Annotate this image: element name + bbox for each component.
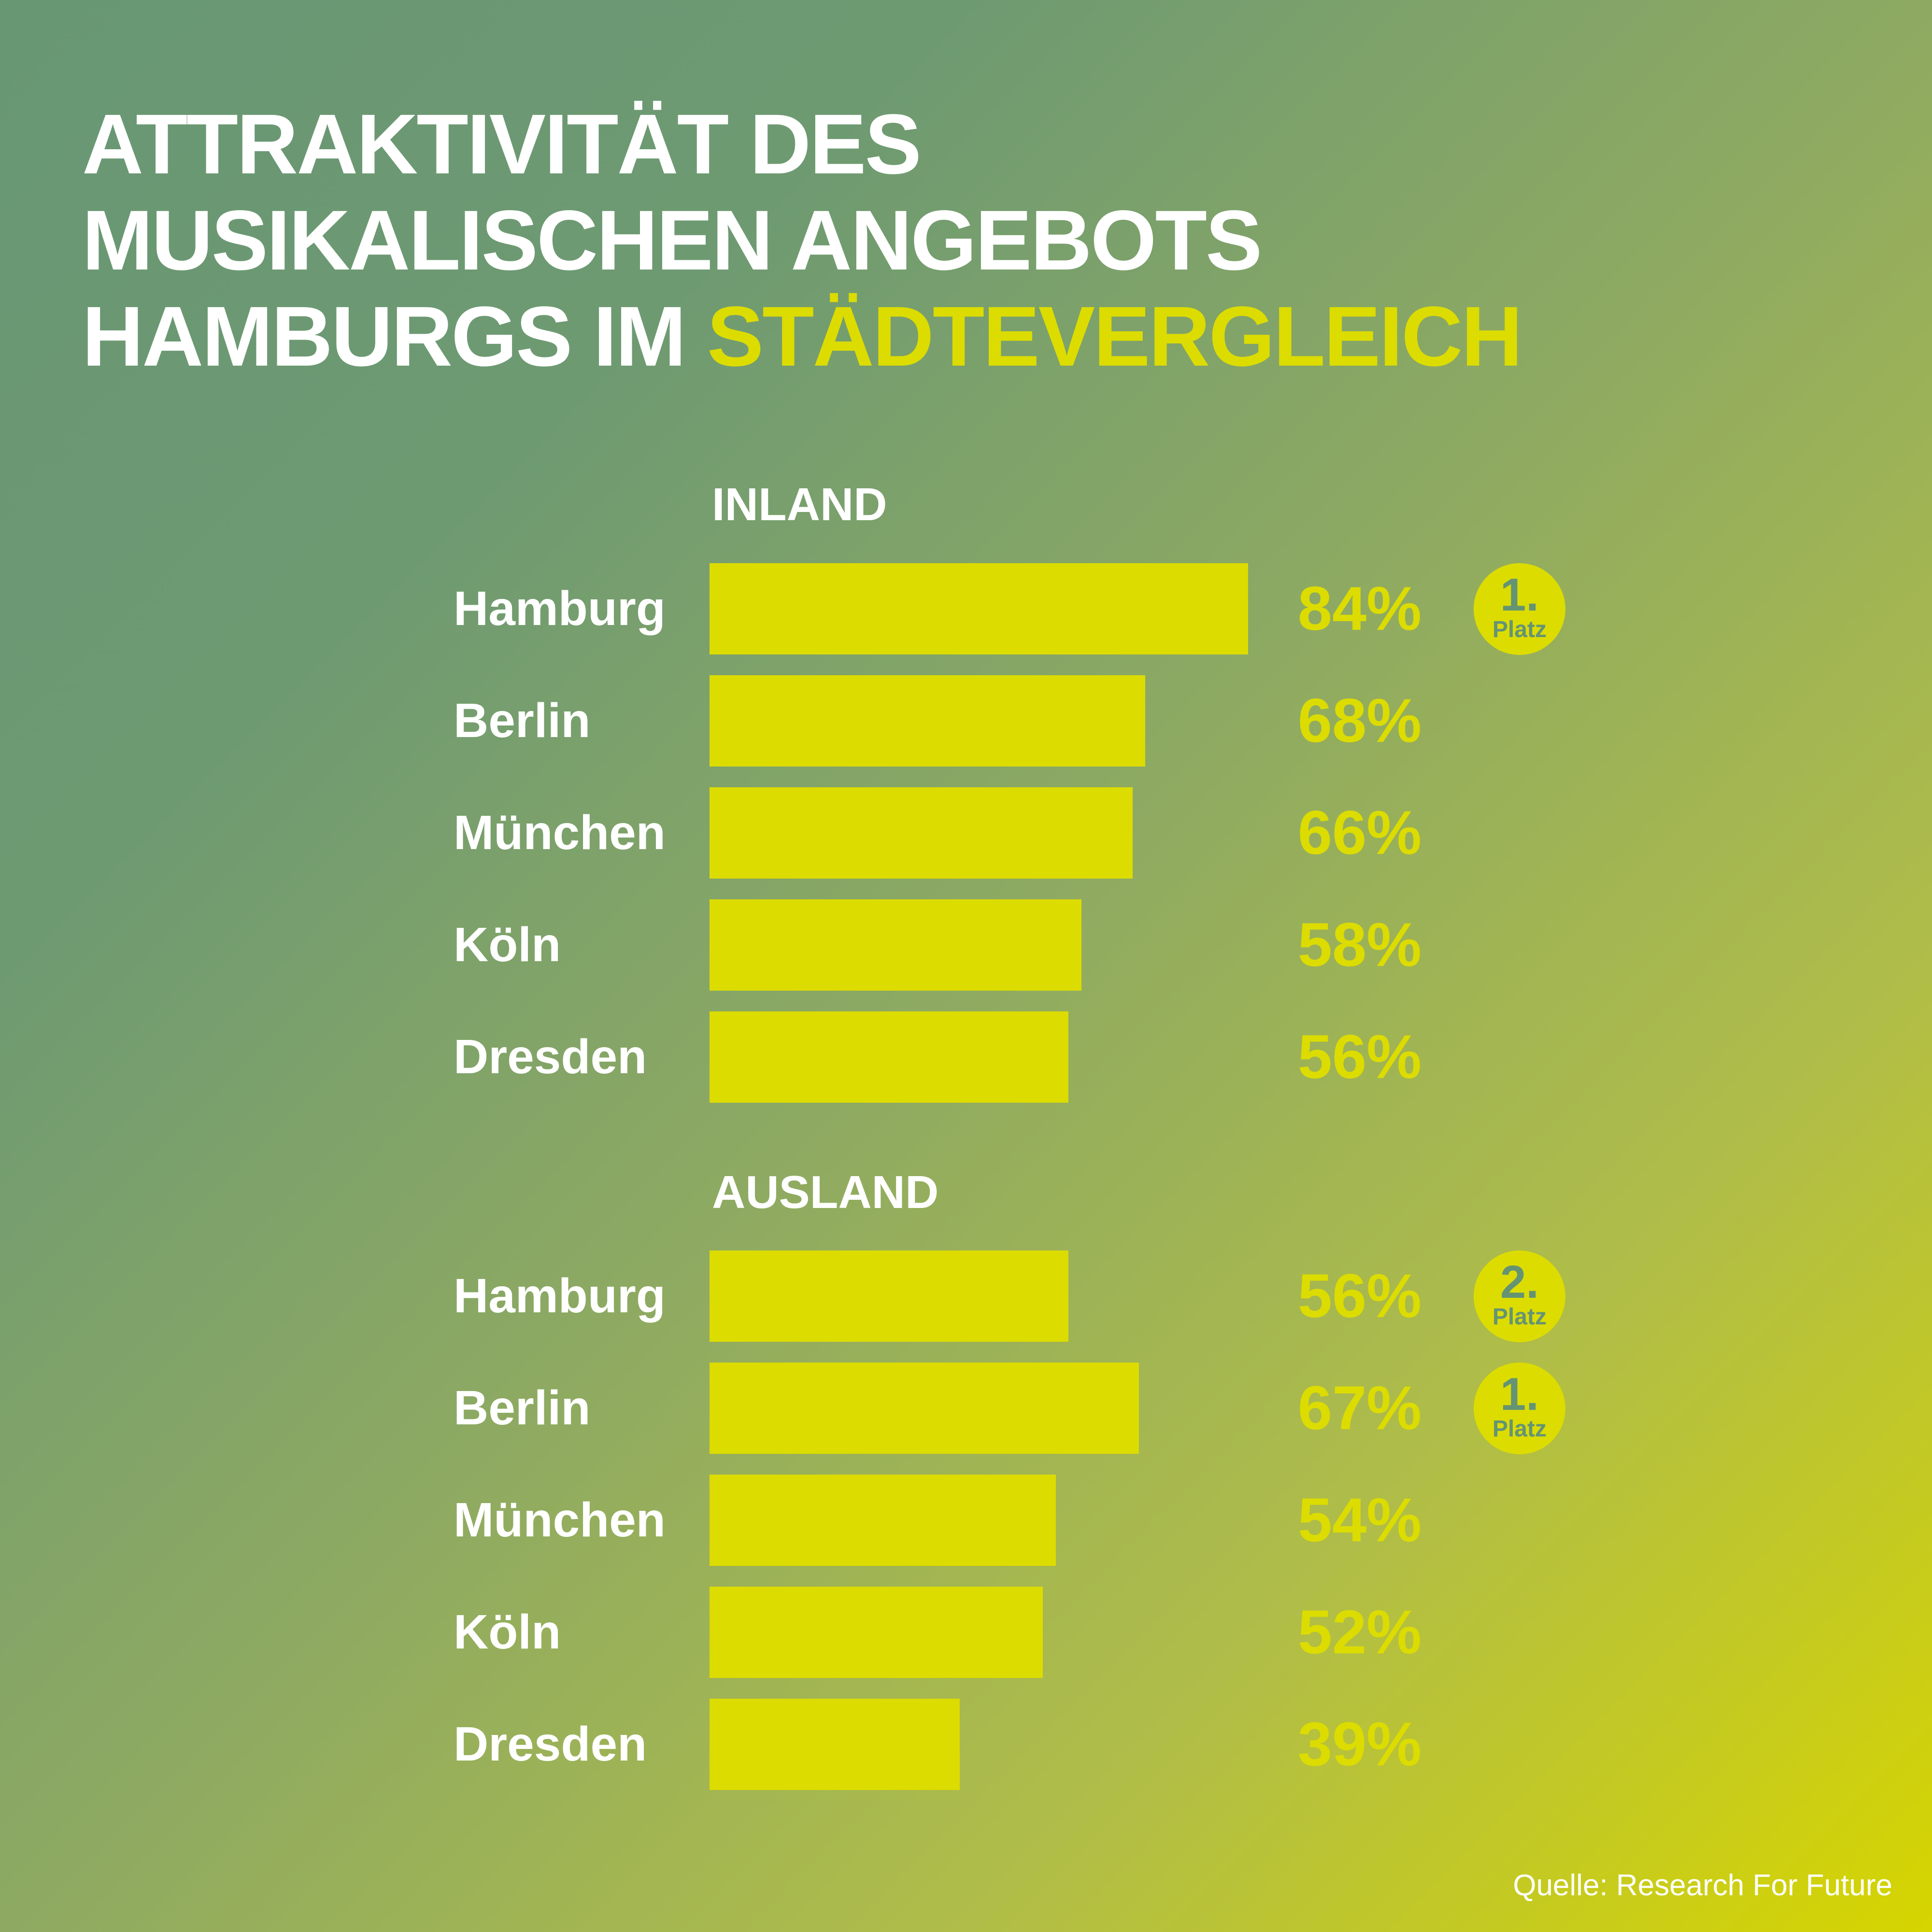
bar bbox=[710, 1011, 1069, 1103]
bar bbox=[710, 1699, 960, 1790]
value-label: 54% bbox=[1297, 1486, 1422, 1555]
badge-text: Platz bbox=[1492, 617, 1547, 642]
value-label: 66% bbox=[1297, 798, 1422, 867]
bar bbox=[710, 675, 1146, 767]
title-line-3-prefix: HAMBURGS IM bbox=[82, 289, 707, 384]
badge-rank: 1. bbox=[1500, 1368, 1539, 1420]
category-label: Berlin bbox=[454, 694, 591, 748]
section-heading: AUSLAND bbox=[712, 1166, 939, 1218]
bar bbox=[710, 1250, 1069, 1342]
bar bbox=[710, 1363, 1139, 1454]
badge-text: Platz bbox=[1492, 1304, 1547, 1330]
value-label: 39% bbox=[1297, 1710, 1422, 1779]
category-label: München bbox=[454, 1493, 666, 1547]
rank-badge: 1. Platz bbox=[1474, 1363, 1565, 1454]
value-label: 56% bbox=[1297, 1023, 1422, 1092]
category-label: München bbox=[454, 806, 666, 860]
category-label: Hamburg bbox=[454, 1269, 666, 1323]
badge-rank: 2. bbox=[1500, 1256, 1539, 1308]
rank-badge: 2. Platz bbox=[1474, 1250, 1565, 1342]
value-label: 52% bbox=[1297, 1598, 1422, 1667]
source-note: Quelle: Research For Future bbox=[1513, 1869, 1892, 1902]
badge-rank: 1. bbox=[1500, 569, 1539, 621]
title-line-2: MUSIKALISCHEN ANGEBOTS bbox=[82, 193, 1262, 288]
category-label: Berlin bbox=[454, 1381, 591, 1435]
badge-text: Platz bbox=[1492, 1416, 1547, 1442]
bar bbox=[710, 899, 1081, 991]
section-heading: INLAND bbox=[712, 479, 887, 530]
value-label: 56% bbox=[1297, 1262, 1422, 1331]
value-label: 58% bbox=[1297, 910, 1422, 980]
bar bbox=[710, 563, 1248, 654]
bar bbox=[710, 1475, 1056, 1566]
title-line-1: ATTRAKTIVITÄT DES bbox=[82, 97, 922, 192]
title-highlight: STÄDTEVERGLEICH bbox=[707, 289, 1523, 384]
title-line-3: HAMBURGS IM STÄDTEVERGLEICH bbox=[82, 289, 1523, 385]
category-label: Dresden bbox=[454, 1717, 647, 1771]
value-label: 68% bbox=[1297, 686, 1422, 755]
category-label: Köln bbox=[454, 918, 561, 972]
bar bbox=[710, 1587, 1043, 1678]
chart-title: ATTRAKTIVITÄT DES MUSIKALISCHEN ANGEBOTS… bbox=[82, 97, 1523, 385]
value-label: 67% bbox=[1297, 1374, 1422, 1443]
rank-badge: 1. Platz bbox=[1474, 563, 1565, 655]
category-label: Dresden bbox=[454, 1030, 647, 1084]
value-label: 84% bbox=[1297, 574, 1422, 643]
category-label: Köln bbox=[454, 1605, 561, 1659]
bar bbox=[710, 787, 1133, 879]
category-label: Hamburg bbox=[454, 582, 666, 636]
